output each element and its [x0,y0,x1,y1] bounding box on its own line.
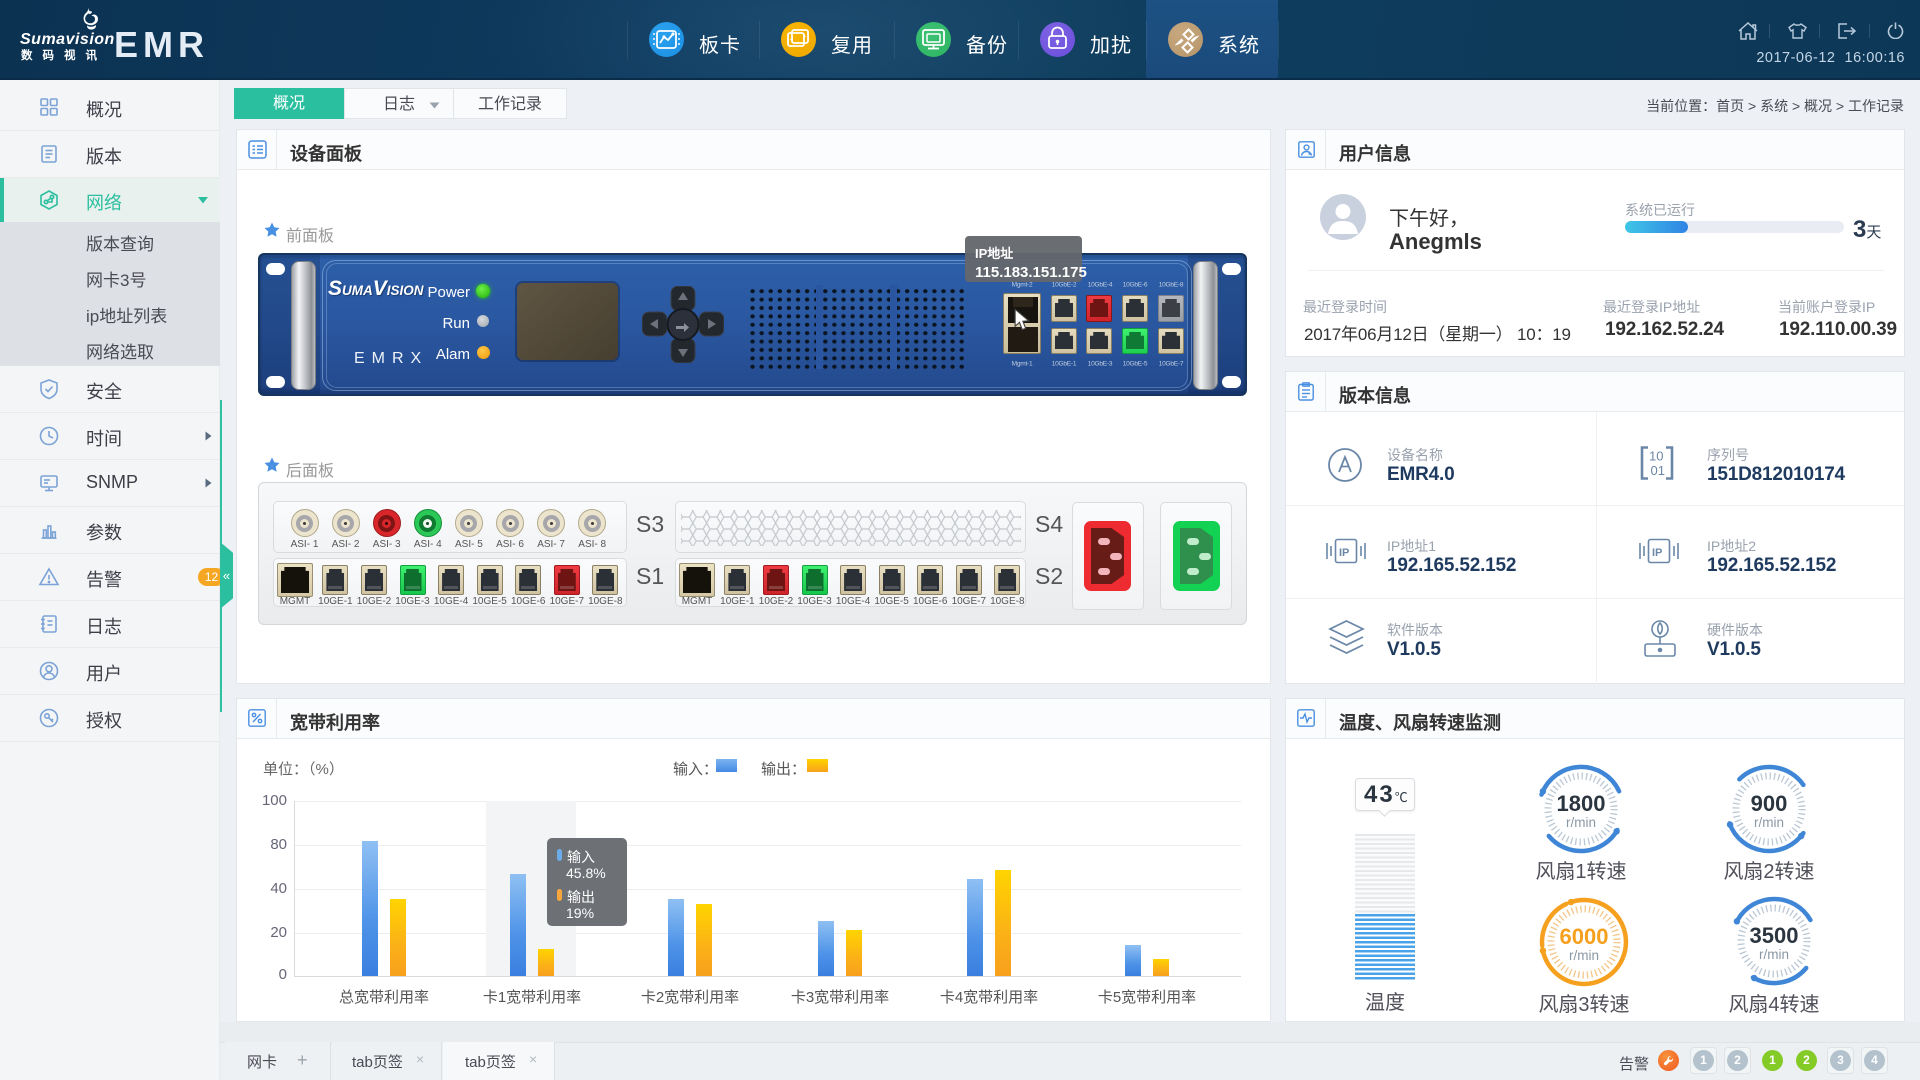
svg-text:01: 01 [1651,463,1665,478]
svg-text:IP: IP [1339,547,1349,559]
svg-text:IP: IP [1652,547,1662,559]
svg-text:10: 10 [1649,449,1663,464]
